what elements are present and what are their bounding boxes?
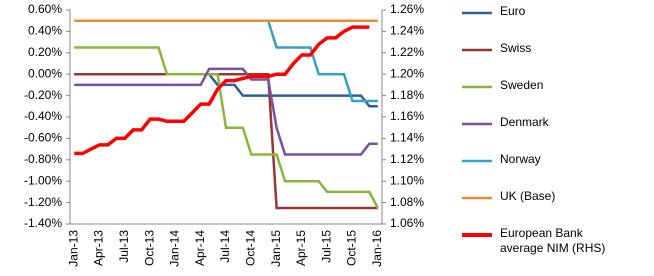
legend-entry: Denmark: [462, 115, 652, 152]
series-line: [74, 72, 378, 210]
legend-swatch: [462, 48, 492, 52]
x-tick-label: Apr-13: [92, 230, 106, 266]
y2-tick-label: 1.18%: [390, 88, 424, 102]
x-tick-label: Oct-14: [243, 230, 257, 266]
legend-entry: Swiss: [462, 41, 652, 78]
y2-tick-label: 1.10%: [390, 173, 424, 187]
legend-entry: Euro: [462, 4, 652, 41]
x-tick-label: Apr-14: [193, 230, 207, 266]
y2-tick-label: 1.06%: [390, 216, 424, 230]
legend-entry: UK (Base): [462, 189, 652, 226]
y-tick-label: -1.00%: [24, 173, 62, 187]
legend-swatch: [462, 196, 492, 200]
legend-swatch: [462, 233, 492, 237]
series-line: [74, 67, 378, 156]
x-tick-label: Jul-15: [319, 230, 333, 263]
legend-entry: Sweden: [462, 78, 652, 115]
x-tick-label: Jul-14: [218, 230, 232, 263]
legend-label: Euro: [500, 4, 526, 18]
legend-label: European Bank average NIM (RHS): [500, 226, 606, 255]
y-tick-label: 0.60%: [28, 2, 62, 16]
plot: -1.40% -1.20% -1.00% -0.80% -0.60% -0.40% -0.2…: [24, 2, 424, 267]
y-tick-label: 0.00%: [28, 66, 62, 80]
y-tick-label: 0.20%: [28, 45, 62, 59]
series-line: [266, 20, 378, 103]
y2-tick-label: 1.14%: [390, 131, 424, 145]
x-tick-label: Oct-15: [345, 230, 359, 266]
y2-tick-label: 1.26%: [390, 2, 424, 16]
x-tick-label: Apr-15: [294, 230, 308, 266]
y-tick-label: -0.60%: [24, 131, 62, 145]
legend-label: UK (Base): [500, 189, 556, 203]
y2-tick-label: 1.12%: [390, 152, 424, 166]
y-tick-label: -1.40%: [24, 216, 62, 230]
y2-tick-label: 1.24%: [390, 24, 424, 38]
legend: Euro Swiss Sweden Denmark Norway UK (Base) Eur…: [462, 4, 652, 263]
legend-label: Denmark: [500, 115, 549, 129]
x-tick-label: Jan-14: [168, 230, 182, 267]
legend-label: Swiss: [500, 41, 532, 55]
x-tick-label: Jan-13: [66, 230, 80, 267]
y2-tick-label: 1.08%: [390, 195, 424, 209]
legend-swatch: [462, 122, 492, 126]
legend-swatch: [462, 85, 492, 89]
y2-tick-label: 1.16%: [390, 109, 424, 123]
y2-tick-label: 1.20%: [390, 66, 424, 80]
x-tick-label: Jan-15: [269, 230, 283, 267]
y-tick-label: -0.80%: [24, 152, 62, 166]
legend-swatch: [462, 11, 492, 15]
y2-tick-label: 1.22%: [390, 45, 424, 59]
series-line: [74, 25, 370, 156]
legend-label: Norway: [500, 152, 541, 166]
x-tick-label: Jul-13: [117, 230, 131, 263]
legend-entry: Norway: [462, 152, 652, 189]
y-tick-label: 0.40%: [28, 24, 62, 38]
x-tick-label: Jan-16: [370, 230, 384, 267]
y-tick-label: -0.40%: [24, 109, 62, 123]
legend-label: Sweden: [500, 78, 544, 92]
x-tick-label: Oct-13: [142, 230, 156, 266]
y-tick-label: -0.20%: [24, 88, 62, 102]
series-line: [74, 46, 379, 209]
legend-entry: European Bank average NIM (RHS): [462, 226, 652, 263]
y-tick-label: -1.20%: [24, 195, 62, 209]
legend-swatch: [462, 159, 492, 163]
